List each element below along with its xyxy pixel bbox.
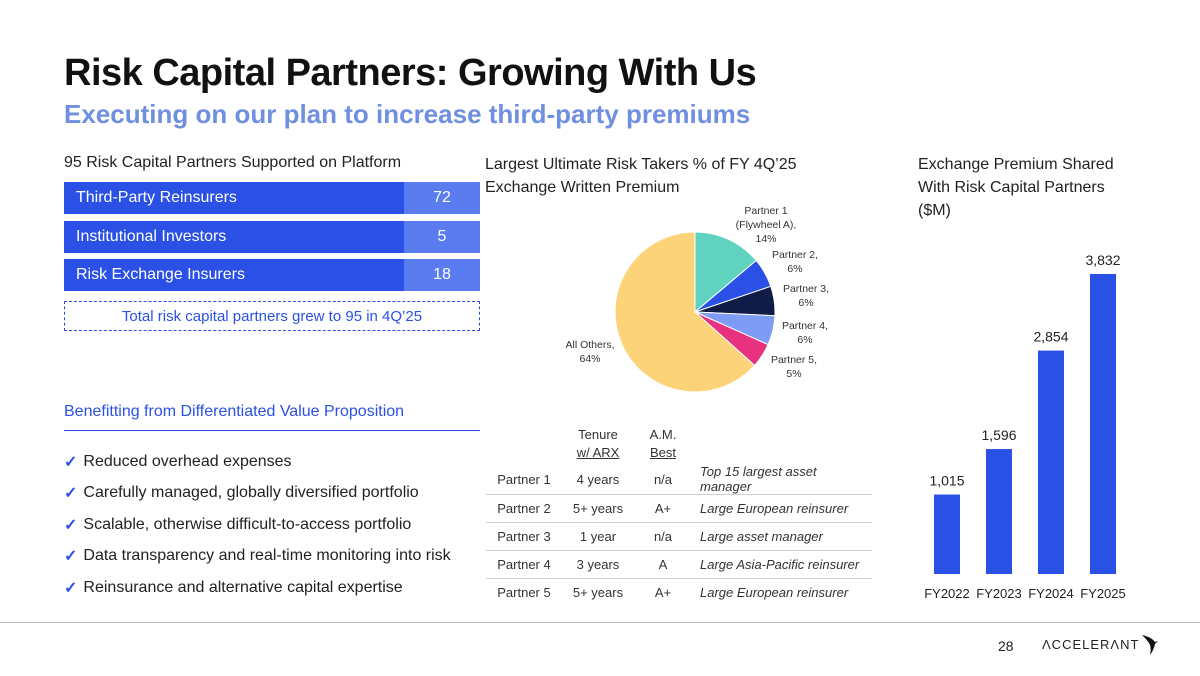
rating-header-line2: Best [649, 445, 676, 460]
benefit-text: Reinsurance and alternative capital expe… [83, 578, 403, 596]
cell-tenure: 3 years [562, 550, 634, 579]
partner-bar-value: 18 [404, 259, 480, 291]
cell-desc: Large asset manager [692, 522, 872, 551]
cell-tenure: 5+ years [562, 494, 634, 523]
pie-slice-label: Partner 4, 6% [782, 320, 828, 346]
table-header-row: Tenure w/ ARX A.M. Best [486, 420, 872, 464]
rating-header-line1: A.M. [649, 427, 677, 442]
cell-rating: A+ [654, 585, 672, 601]
cell-partner: Partner 5 [497, 585, 551, 601]
partner-bar-label: Risk Exchange Insurers [76, 266, 245, 283]
check-icon: ✓ [64, 516, 78, 534]
benefit-item: ✓ Reinsurance and alternative capital exp… [64, 572, 451, 604]
cell-rating: A [634, 550, 692, 579]
benefit-text: Reduced overhead expenses [83, 452, 292, 470]
pie-slice-label: Partner 5, 5% [771, 354, 817, 380]
bar-chart: 1,015 FY2022 1,596 FY2023 2,854 FY2024 3,832 FY… [924, 252, 1126, 601]
bar-value-label: 3,832 [1085, 252, 1120, 268]
table-header-desc [692, 420, 872, 464]
pie-slice-partner-1-flywheel-a [694, 231, 757, 314]
bar-category-label: FY2024 [1028, 586, 1074, 601]
cell-rating: n/a [634, 464, 692, 495]
page-subtitle: Executing on our plan to increase third-… [64, 99, 751, 129]
check-icon: ✓ [64, 453, 78, 471]
bar-category-label: FY2022 [924, 586, 970, 601]
bar-value-label: 1,015 [929, 473, 964, 489]
benefit-text: Carefully managed, globally diversified … [83, 484, 419, 502]
check-icon: ✓ [64, 579, 78, 597]
cell-rating: n/a [634, 522, 692, 551]
table-row: Partner 1 4 years n/a Top 15 largest ass… [486, 464, 872, 495]
benefit-text: Data transparency and real-time monitori… [83, 547, 451, 565]
bar-chart-title: Exchange Premium Shared With Risk Capita… [918, 156, 1114, 219]
cell-desc: Top 15 largest asset manager [692, 464, 872, 495]
total-partners-note: Total risk capital partners grew to 95 i… [64, 301, 480, 331]
cell-desc: Large European reinsurer [700, 585, 849, 601]
bar-category-label: FY2023 [976, 586, 1022, 601]
cell-rating: A+ [634, 494, 692, 523]
page-title: Risk Capital Partners: Growing With Us [64, 52, 757, 94]
pie-slice-label: Partner 2, 6% [772, 249, 818, 275]
partner-bar-label: Third-Party Reinsurers [76, 189, 237, 206]
partner-bar-value: 72 [404, 182, 480, 214]
cell-partner: Partner 1 [486, 464, 562, 495]
bar-fy2023 [986, 449, 1012, 574]
table-header-partner [486, 420, 562, 464]
pie-slice-label: All Others, 64% [565, 339, 614, 365]
partner-bar-investors: Institutional Investors 5 [64, 221, 480, 253]
pie-slice-label: Partner 3, 6% [783, 283, 829, 309]
tenure-header-line2: w/ ARX [576, 445, 620, 460]
partner-bar-value: 5 [404, 221, 480, 253]
partner-table: Tenure w/ ARX A.M. Best Partner 1 4 year… [486, 420, 872, 607]
table-row: Partner 5 5+ years A+ Large European rei… [486, 579, 872, 607]
cell-partner: Partner 2 [486, 494, 562, 523]
partners-heading: 95 Risk Capital Partners Supported on Pl… [64, 154, 402, 171]
cell-tenure: 4 years [562, 464, 634, 495]
partner-bar-exchange-insurers: Risk Exchange Insurers 18 [64, 259, 480, 291]
cell-tenure: 5+ years [572, 585, 624, 601]
benefits-list: ✓ Reduced overhead expenses ✓ Carefully ma… [64, 446, 451, 604]
company-logo: ΛCCELERΛNT [1042, 632, 1159, 656]
benefit-item: ✓ Reduced overhead expenses [64, 446, 451, 478]
bar-fy2022 [934, 494, 960, 574]
bar-value-label: 2,854 [1033, 329, 1068, 345]
table-header-rating: A.M. Best [634, 420, 692, 464]
bird-icon [1142, 635, 1159, 655]
benefit-item: ✓ Carefully managed, globally diversified… [64, 478, 451, 510]
table-header-tenure: Tenure w/ ARX [562, 420, 634, 464]
cell-partner: Partner 3 [486, 522, 562, 551]
bar-fy2025 [1090, 274, 1116, 574]
partner-bar-reinsurers: Third-Party Reinsurers 72 [64, 182, 480, 214]
bar-fy2024 [1038, 350, 1064, 574]
cell-desc: Large Asia-Pacific reinsurer [692, 550, 872, 579]
pie-slice-label: Partner 1 (Flywheel A), 14% [736, 205, 797, 245]
table-row: Partner 4 3 years A Large Asia-Pacific r… [486, 550, 872, 579]
bar-value-label: 1,596 [981, 427, 1016, 443]
footer-divider [0, 622, 1200, 623]
benefit-text: Scalable, otherwise difficult-to-access … [83, 515, 412, 533]
cell-partner: Partner 4 [486, 550, 562, 579]
benefits-divider [64, 430, 480, 431]
check-icon: ✓ [64, 548, 78, 566]
logo-text: ΛCCELERΛNT [1042, 636, 1140, 652]
table-row: Partner 3 1 year n/a Large asset manager [486, 522, 872, 551]
pie-chart-title: Largest Ultimate Risk Takers % of FY 4Q’… [485, 156, 797, 196]
cell-tenure: 1 year [562, 522, 634, 551]
bar-category-label: FY2025 [1080, 586, 1126, 601]
table-row: Partner 2 5+ years A+ Large European rei… [486, 494, 872, 523]
partner-bar-label: Institutional Investors [76, 228, 227, 245]
pie-chart: Partner 1 (Flywheel A), 14% Partner 2, 6% Par… [565, 205, 829, 393]
benefit-item: ✓ Data transparency and real-time monitor… [64, 541, 451, 573]
tenure-header-line1: Tenure [578, 427, 618, 442]
check-icon: ✓ [64, 485, 78, 503]
benefit-item: ✓ Scalable, otherwise difficult-to-access… [64, 509, 451, 541]
cell-desc: Large European reinsurer [692, 494, 872, 523]
pie-slice-all-others [614, 231, 756, 393]
page-number: 28 [998, 638, 1014, 654]
benefits-heading: Benefitting from Differentiated Value Pr… [64, 403, 405, 420]
